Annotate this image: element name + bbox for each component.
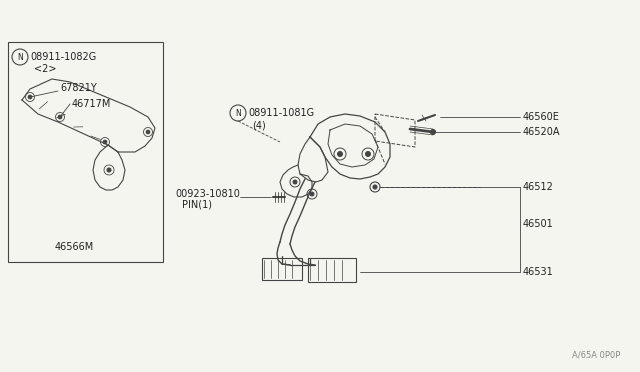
Circle shape [310, 192, 314, 196]
Text: 46560E: 46560E [523, 112, 560, 122]
Text: PIN(1): PIN(1) [182, 199, 212, 209]
Text: 67821Y: 67821Y [60, 83, 97, 93]
Circle shape [337, 151, 342, 157]
Bar [262, 258, 302, 280]
Text: 46512: 46512 [523, 182, 554, 192]
Text: <2>: <2> [34, 64, 56, 74]
Text: (4): (4) [252, 120, 266, 130]
Circle shape [365, 151, 371, 157]
Circle shape [293, 180, 297, 184]
Circle shape [28, 95, 32, 99]
Circle shape [107, 168, 111, 172]
Text: A/65A 0P0P: A/65A 0P0P [572, 351, 620, 360]
Circle shape [58, 115, 62, 119]
Text: 08911-1081G: 08911-1081G [248, 108, 314, 118]
Text: 08911-1082G: 08911-1082G [30, 52, 96, 62]
Text: N: N [17, 52, 23, 61]
Text: 00923-10810: 00923-10810 [175, 189, 240, 199]
Text: 46566M: 46566M [55, 242, 94, 252]
Text: 46501: 46501 [523, 219, 554, 229]
Text: 46717M: 46717M [72, 99, 111, 109]
Circle shape [146, 130, 150, 134]
Text: 46531: 46531 [523, 267, 554, 277]
Circle shape [373, 185, 377, 189]
Text: 46520A: 46520A [523, 127, 561, 137]
Circle shape [103, 140, 107, 144]
Text: N: N [235, 109, 241, 118]
Bar [8, 42, 163, 262]
Circle shape [431, 129, 435, 135]
Bar [308, 258, 356, 282]
